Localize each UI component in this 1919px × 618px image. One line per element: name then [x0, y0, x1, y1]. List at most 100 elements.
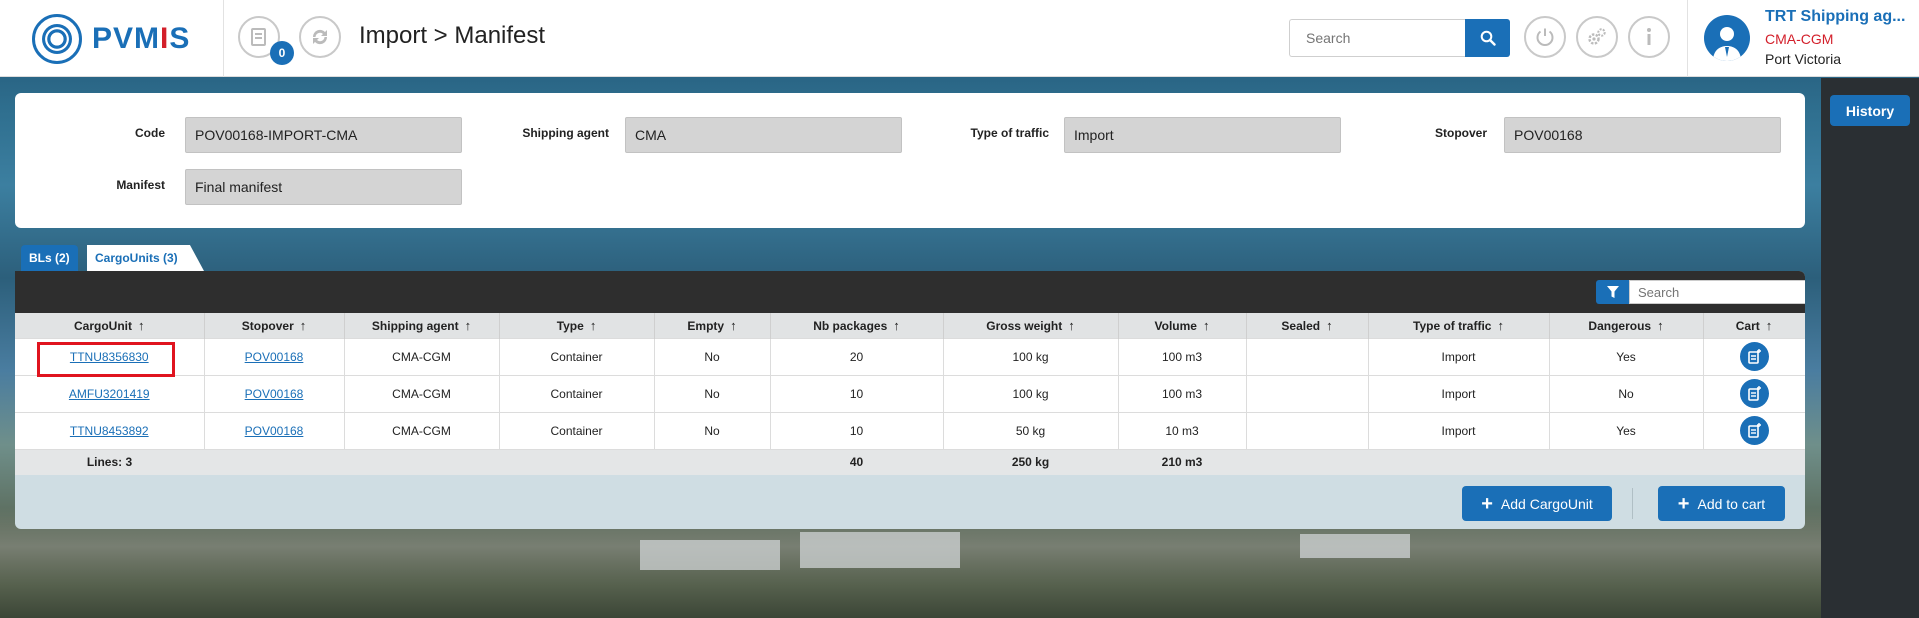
cell-type: Container	[499, 411, 655, 449]
background-building	[800, 532, 960, 568]
power-icon	[1536, 28, 1554, 46]
search-input[interactable]	[1289, 19, 1465, 57]
sort-arrow-icon: ↑	[1765, 317, 1773, 333]
column-header-stopover[interactable]: Stopover ↑	[204, 313, 345, 338]
column-header-cart[interactable]: Cart ↑	[1703, 313, 1805, 338]
background-building	[640, 540, 780, 570]
tab-cargounits[interactable]: CargoUnits (3)	[87, 245, 204, 271]
user-avatar[interactable]	[1704, 15, 1750, 61]
cargounit-link[interactable]: TTNU8453892	[69, 423, 149, 438]
breadcrumb: Import > Manifest	[359, 22, 546, 49]
cell-gross-weight: 100 kg	[943, 337, 1119, 375]
stopover-field: POV00168	[1504, 117, 1781, 153]
cell-type-of-traffic: Import	[1368, 374, 1550, 412]
info-button[interactable]	[1628, 16, 1670, 58]
type-of-traffic-label: Type of traffic	[970, 126, 1049, 140]
stopover-link[interactable]: POV00168	[244, 386, 304, 401]
logout-button[interactable]	[1524, 16, 1566, 58]
cell-gross-weight: 50 kg	[943, 411, 1119, 449]
sort-arrow-icon: ↑	[730, 317, 737, 333]
cell-volume: 100 m3	[1118, 337, 1247, 375]
sort-arrow-icon: ↑	[464, 317, 472, 333]
top-header: PVMIS 0 Import > Manifest TRT Shipping a…	[0, 0, 1919, 77]
cell-dangerous: Yes	[1549, 337, 1704, 375]
refresh-button[interactable]	[299, 16, 341, 58]
gears-icon	[1588, 28, 1606, 45]
plus-icon: +	[1677, 492, 1690, 515]
user-name[interactable]: TRT Shipping ag...	[1765, 8, 1906, 25]
cart-add-icon	[1747, 386, 1761, 401]
table-row: AMFU3201419 POV00168 CMA-CGM Container N…	[15, 374, 1805, 412]
column-header-cargounit[interactable]: CargoUnit ↑	[15, 313, 205, 338]
history-button[interactable]: History	[1830, 95, 1910, 126]
column-header-nb-packages[interactable]: Nb packages ↑	[770, 313, 944, 338]
table-footer-row: Lines: 3 40 250 kg 210 m3	[15, 448, 1805, 475]
stopover-label: Stopover	[1434, 126, 1487, 140]
footer-total-volume: 210 m3	[1118, 448, 1246, 475]
document-icon	[251, 28, 266, 46]
user-company: CMA-CGM	[1765, 31, 1834, 47]
shipping-agent-label: Shipping agent	[522, 126, 609, 140]
cart-add-icon	[1747, 423, 1761, 438]
header-search	[1289, 19, 1510, 57]
stopover-link[interactable]: POV00168	[244, 349, 304, 364]
cargounit-link[interactable]: AMFU3201419	[68, 386, 150, 401]
add-to-cart-button[interactable]: + Add to cart	[1658, 486, 1785, 521]
add-row-to-cart-button[interactable]	[1739, 416, 1769, 445]
sort-arrow-icon: ↑	[1497, 317, 1504, 333]
user-icon	[1713, 27, 1741, 61]
column-header-type[interactable]: Type ↑	[499, 313, 655, 338]
cargounits-table: CargoUnit ↑ Stopover ↑ Shipping agent ↑ Typ…	[15, 313, 1805, 475]
sort-arrow-icon: ↑	[1326, 317, 1333, 333]
cell-shipping-agent: CMA-CGM	[344, 374, 500, 412]
footer-total-weight: 250 kg	[943, 448, 1118, 475]
settings-button[interactable]	[1576, 16, 1618, 58]
column-header-type-of-traffic[interactable]: Type of traffic ↑	[1368, 313, 1550, 338]
cart-count-badge: 0	[270, 41, 294, 65]
header-divider	[1687, 0, 1688, 77]
code-label: Code	[135, 126, 165, 140]
app-logo[interactable]: PVMIS	[32, 14, 190, 64]
cell-dangerous: No	[1549, 374, 1704, 412]
logo-emblem-icon	[32, 14, 82, 64]
grid-action-bar: + Add CargoUnit + Add to cart	[15, 476, 1805, 529]
column-header-volume[interactable]: Volume ↑	[1118, 313, 1247, 338]
cell-type: Container	[499, 374, 655, 412]
add-row-to-cart-button[interactable]	[1739, 379, 1769, 408]
filter-button[interactable]	[1596, 280, 1629, 304]
table-row: TTNU8356830 POV00168 CMA-CGM Container N…	[15, 337, 1805, 375]
manifest-field: Final manifest	[185, 169, 462, 205]
user-port: Port Victoria	[1765, 51, 1841, 67]
table-row: TTNU8453892 POV00168 CMA-CGM Container N…	[15, 411, 1805, 449]
tab-bls[interactable]: BLs (2)	[21, 245, 78, 271]
sort-arrow-icon: ↑	[1202, 317, 1210, 333]
sort-arrow-icon: ↑	[589, 317, 597, 333]
type-of-traffic-field: Import	[1064, 117, 1341, 153]
add-cargounit-button[interactable]: + Add CargoUnit	[1462, 486, 1612, 521]
search-button[interactable]	[1465, 19, 1510, 57]
info-icon	[1647, 28, 1651, 45]
cell-type-of-traffic: Import	[1368, 337, 1550, 375]
column-header-gross-weight[interactable]: Gross weight ↑	[943, 313, 1119, 338]
column-header-empty[interactable]: Empty ↑	[654, 313, 771, 338]
cell-nb-packages: 10	[770, 411, 944, 449]
add-row-to-cart-button[interactable]	[1739, 342, 1769, 371]
cell-empty: No	[654, 374, 771, 412]
column-header-dangerous[interactable]: Dangerous ↑	[1549, 313, 1704, 338]
stopover-link[interactable]: POV00168	[244, 423, 304, 438]
cell-sealed	[1246, 337, 1369, 375]
column-header-sealed[interactable]: Sealed ↑	[1246, 313, 1369, 338]
sort-arrow-icon: ↑	[1657, 317, 1664, 333]
cell-volume: 100 m3	[1118, 374, 1247, 412]
cargounit-link[interactable]: TTNU8356830	[69, 349, 149, 364]
sort-arrow-icon: ↑	[1068, 317, 1075, 333]
cell-type-of-traffic: Import	[1368, 411, 1550, 449]
cell-volume: 10 m3	[1118, 411, 1247, 449]
grid-search-input[interactable]	[1629, 280, 1805, 304]
column-header-shipping-agent[interactable]: Shipping agent ↑	[344, 313, 500, 338]
footer-total-packages: 40	[770, 448, 943, 475]
cell-empty: No	[654, 411, 771, 449]
cell-sealed	[1246, 411, 1369, 449]
cell-sealed	[1246, 374, 1369, 412]
cell-nb-packages: 20	[770, 337, 944, 375]
